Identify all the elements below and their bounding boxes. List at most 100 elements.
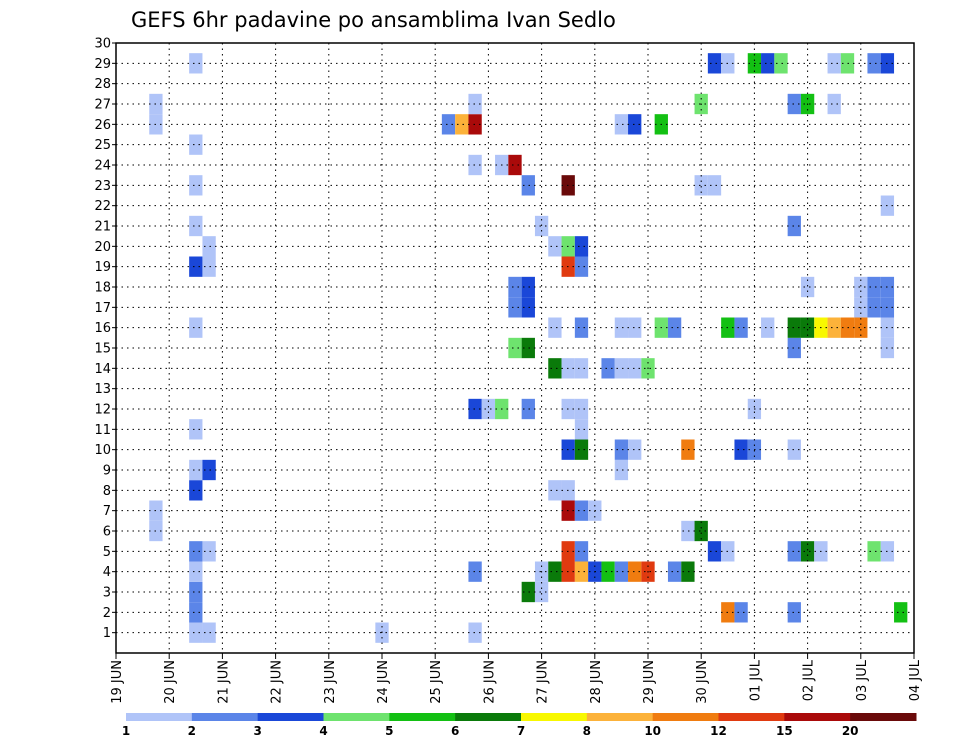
data-cell [734, 317, 748, 338]
data-cell [189, 541, 203, 562]
data-cell [694, 520, 708, 542]
data-cell [468, 154, 482, 176]
colorbar-segment [191, 713, 259, 721]
data-cell [548, 480, 562, 501]
data-cell [441, 114, 456, 135]
y-tick-label: 2 [103, 606, 111, 621]
data-cell [574, 439, 589, 460]
data-cell [628, 561, 642, 582]
data-cell [548, 358, 562, 379]
y-tick-label: 8 [103, 484, 111, 499]
x-tick-label: 22 JUN [270, 660, 285, 704]
data-cell [508, 276, 522, 298]
x-tick-label: 19 JUN [110, 660, 125, 704]
x-tick-label: 02 JUL [802, 659, 817, 701]
colorbar-segment [718, 713, 785, 721]
data-cell [614, 561, 629, 582]
data-cell [894, 602, 908, 623]
data-cell [574, 358, 589, 379]
y-tick-label: 1 [103, 626, 111, 641]
data-cell [854, 317, 868, 338]
data-cell [521, 581, 535, 603]
data-cell [189, 256, 203, 277]
colorbar-label: 7 [517, 724, 525, 738]
y-tick-label: 12 [94, 403, 111, 418]
data-cell [614, 459, 629, 481]
data-cell [534, 581, 549, 603]
data-cell [787, 93, 801, 115]
y-tick-label: 16 [94, 321, 111, 336]
y-tick-label: 19 [94, 260, 111, 275]
colorbar-label: 20 [842, 724, 859, 738]
colorbar-label: 2 [188, 724, 196, 738]
colorbar-label: 12 [710, 724, 727, 738]
data-cell [189, 561, 203, 582]
data-cell [574, 317, 589, 338]
data-cell [508, 154, 522, 176]
data-cell [827, 317, 841, 338]
data-cell [787, 439, 801, 460]
data-cell [867, 297, 881, 318]
x-tick-label: 03 JUL [855, 659, 870, 701]
data-cell [787, 215, 801, 237]
y-tick-label: 6 [103, 525, 111, 540]
data-cell [614, 317, 629, 338]
data-cell [707, 53, 722, 74]
data-cell [189, 480, 203, 501]
data-cell [694, 175, 708, 196]
colorbar-label: 10 [644, 724, 661, 738]
y-tick-label: 10 [94, 443, 111, 458]
y-tick-label: 30 [94, 37, 111, 52]
data-cell [202, 236, 216, 257]
y-tick-label: 5 [103, 545, 111, 560]
data-cell [521, 398, 535, 420]
colorbar-segment [586, 713, 654, 721]
x-tick-label: 26 JUN [482, 660, 497, 704]
data-cell [681, 561, 695, 582]
colorbar-segment [455, 713, 522, 721]
chart-title: GEFS 6hr padavine po ansamblima Ivan Sed… [131, 8, 616, 32]
data-cell [468, 622, 482, 643]
data-cell [202, 622, 216, 643]
data-cell [867, 276, 881, 298]
data-cell [481, 398, 496, 420]
y-tick-label: 3 [103, 586, 111, 601]
data-cell [189, 175, 203, 196]
data-cell [574, 561, 589, 582]
data-cell [628, 358, 642, 379]
colorbar-segment [126, 713, 193, 721]
data-cell [601, 561, 615, 582]
y-tick-label: 22 [94, 199, 111, 214]
y-tick-label: 25 [94, 138, 111, 153]
y-tick-label: 4 [103, 565, 111, 580]
data-cell [707, 541, 722, 562]
y-tick-label: 13 [94, 382, 111, 397]
x-tick-label: 20 JUN [163, 660, 178, 704]
colorbar-segment [323, 713, 390, 721]
y-tick-label: 28 [94, 77, 111, 92]
data-cell [854, 276, 868, 298]
data-cell [867, 53, 881, 74]
y-tick-label: 17 [94, 301, 111, 316]
y-tick-label: 15 [94, 342, 111, 357]
data-cell [707, 175, 722, 196]
data-cell [681, 520, 695, 542]
x-tick-label: 29 JUN [642, 660, 657, 704]
data-cell [761, 317, 775, 338]
data-cell [787, 602, 801, 623]
data-cell [189, 602, 203, 623]
y-tick-label: 18 [94, 281, 111, 296]
data-cell [468, 398, 482, 420]
data-cell [734, 602, 748, 623]
colorbar-segment [850, 713, 917, 721]
data-cell [468, 93, 482, 115]
data-cell [614, 358, 629, 379]
colorbar-label: 8 [583, 724, 591, 738]
data-cell [667, 561, 682, 582]
data-cell [202, 256, 216, 277]
data-cell [827, 93, 841, 115]
y-tick-label: 23 [94, 179, 111, 194]
x-tick-label: 21 JUN [216, 660, 231, 704]
colorbar-segment [652, 713, 719, 721]
